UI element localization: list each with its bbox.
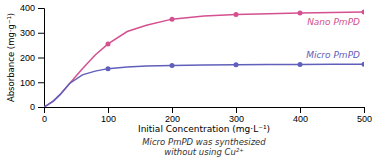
- tick-label: 400: [293, 114, 308, 124]
- note: without using Cu²⁺: [164, 147, 244, 157]
- tick: 500: [357, 107, 372, 124]
- series-label: Micro PmPD: [306, 50, 360, 60]
- marker: [362, 62, 365, 67]
- marker: [362, 9, 365, 14]
- tick: 0: [42, 107, 47, 124]
- marker: [298, 62, 303, 67]
- tick: 100: [101, 107, 116, 124]
- tick-mark: [236, 107, 237, 113]
- tick-mark: [38, 8, 44, 9]
- tick-label: 500: [357, 114, 372, 124]
- plot: 0 100 200 300 400 500 0 100 200 300 400 Initial Con…: [6, 3, 372, 157]
- x-axis-title: Initial Concentration (mg·L⁻¹): [138, 124, 270, 134]
- chart: 0 100 200 300 400 500 0 100 200 300 400 Initial Con…: [0, 0, 378, 161]
- series-label: Nano PmPD: [307, 17, 360, 27]
- marker: [170, 63, 175, 68]
- tick-label: 300: [229, 114, 244, 124]
- line: [44, 12, 364, 107]
- y-axis-title: Absorbance (mg·g⁻¹): [6, 13, 16, 102]
- tick: 200: [20, 53, 44, 63]
- tick-label: 300: [20, 28, 35, 38]
- tick-label: 0: [30, 102, 35, 112]
- y-axis: 0 100 200 300 400: [20, 3, 45, 112]
- marker: [234, 62, 239, 67]
- tick-label: 0: [42, 114, 47, 124]
- tick-mark: [364, 107, 365, 113]
- tick-mark: [108, 107, 109, 113]
- marker: [106, 41, 111, 46]
- x-axis: 0 100 200 300 400 500: [42, 107, 372, 124]
- tick: 300: [229, 107, 244, 124]
- marker: [234, 12, 239, 17]
- marks: [44, 9, 364, 107]
- marker: [298, 10, 303, 15]
- tick: 200: [165, 107, 180, 124]
- tick-label: 100: [20, 78, 35, 88]
- tick-mark: [172, 107, 173, 113]
- tick: 300: [20, 28, 44, 38]
- tick-mark: [38, 58, 44, 59]
- marker: [106, 66, 111, 71]
- tick-mark: [38, 33, 44, 34]
- tick-label: 400: [20, 3, 35, 13]
- note: Micro PmPD was synthesized: [142, 137, 266, 147]
- tick-mark: [38, 107, 44, 108]
- tick-label: 100: [101, 114, 116, 124]
- line: [44, 64, 364, 107]
- tick-label: 200: [165, 114, 180, 124]
- tick-label: 200: [20, 53, 35, 63]
- axis-line: [38, 9, 45, 108]
- tick-mark: [38, 82, 44, 83]
- tick: 0: [30, 102, 44, 112]
- tick: 100: [20, 78, 44, 88]
- tick: 400: [20, 3, 44, 13]
- axis-line: [45, 108, 365, 114]
- tick: 400: [293, 107, 308, 124]
- marker: [170, 17, 175, 22]
- tick-mark: [300, 107, 301, 113]
